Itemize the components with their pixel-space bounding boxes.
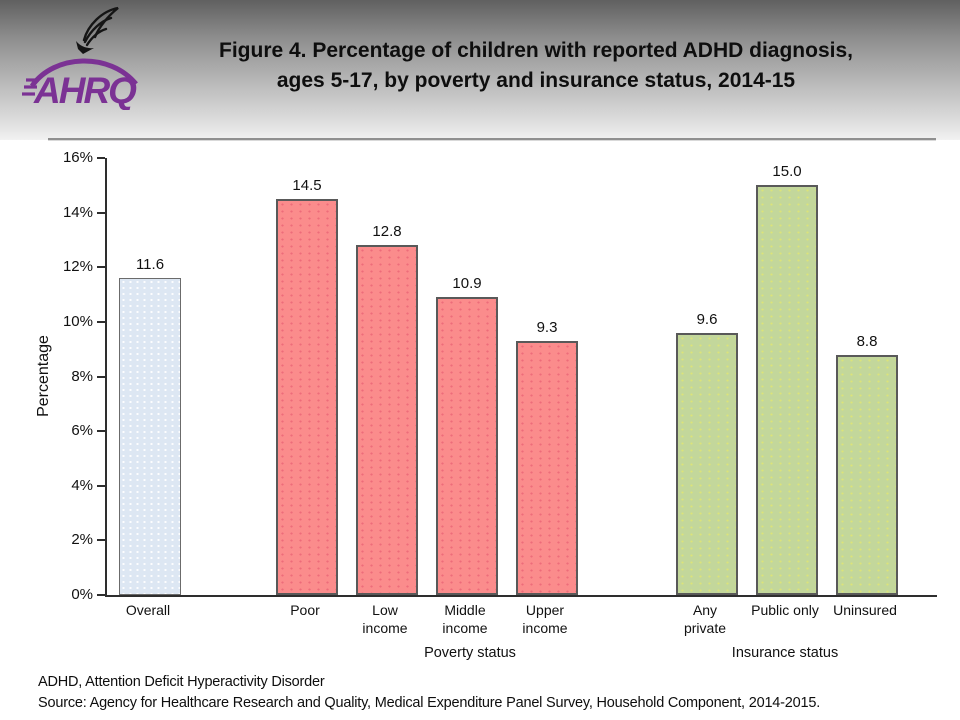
bar-overall (119, 278, 181, 595)
x-label-middle-income: Middle income (442, 602, 488, 636)
plot-area: 0% 2% 4% 6% 8% 10% 12% 14% 16% 11.6 14.5 12.8 10.9 9.… (63, 150, 937, 603)
logo-text: AHRQ (33, 70, 137, 110)
y-tick-label-16-: 16% (62, 149, 93, 166)
logo-arc (29, 58, 138, 88)
bar-value-low-income: 12.8 (372, 223, 402, 240)
x-label-overall: Overall (125, 602, 171, 618)
header-divider (48, 138, 936, 140)
bar-value-overall: 11.6 (135, 256, 165, 273)
y-tick-label-6-: 6% (71, 422, 93, 440)
footer-abbreviation: ADHD, Attention Deficit Hyperactivity Di… (38, 674, 325, 690)
group-label-poverty-status: Poverty status (424, 645, 516, 661)
y-tick-10- (97, 320, 105, 323)
bar-value-upper-income: 9.3 (536, 319, 558, 336)
y-tick-label-14-: 14% (62, 203, 93, 221)
bar-public-only (756, 185, 818, 595)
y-tick-4- (97, 484, 105, 487)
x-label-low-income: Low income (362, 602, 408, 636)
bar-low-income (356, 245, 418, 595)
y-tick-8- (97, 375, 105, 378)
x-label-public-only: Public only (751, 602, 819, 618)
bar-value-middle-income: 10.9 (452, 275, 482, 292)
hhs-eagle-icon (82, 6, 119, 47)
footer-source: Source: Agency for Healthcare Research a… (38, 694, 821, 711)
bar-value-poor: 14.5 (292, 177, 322, 194)
group-label-insurance-status: Insurance status (731, 645, 839, 661)
bar-value-uninsured: 8.8 (856, 333, 878, 350)
bar-poor (276, 199, 338, 595)
x-label-poor: Poor (290, 602, 320, 618)
y-tick-16- (97, 157, 105, 159)
ahrq-logo: AHRQ (22, 4, 144, 111)
y-tick-14- (97, 211, 105, 214)
y-tick-0- (97, 594, 105, 596)
bar-upper-income (516, 341, 578, 595)
figure-title: Figure 4. Percentage of children with re… (162, 36, 910, 96)
y-tick-label-10-: 10% (62, 312, 93, 330)
y-tick-6- (97, 430, 105, 433)
y-tick-label-12-: 12% (62, 258, 93, 276)
bar-any-private (676, 333, 738, 595)
x-label-any-private: Any private (683, 602, 727, 636)
bar-value-any-private: 9.6 (696, 311, 718, 328)
y-tick-label-4-: 4% (71, 476, 93, 494)
x-label-uninsured: Uninsured (833, 602, 897, 618)
x-label-upper-income: Upper income (522, 602, 568, 636)
y-tick-label-2-: 2% (71, 531, 93, 549)
footer-notes: ADHD, Attention Deficit Hyperactivity Di… (38, 672, 820, 713)
bar-uninsured (836, 355, 898, 595)
hhs-eagle-head (76, 41, 94, 54)
header-banner (0, 0, 960, 140)
figure-title-line2: ages 5-17, by poverty and insurance stat… (276, 69, 796, 92)
y-tick-2- (97, 539, 105, 542)
y-tick-label-8-: 8% (71, 367, 93, 385)
bar-middle-income (436, 297, 498, 595)
ahrq-logo-svg: AHRQ (22, 6, 139, 111)
figure-title-line1: Figure 4. Percentage of children with re… (219, 39, 853, 62)
logo-speed-lines (22, 78, 39, 96)
bar-value-public-only: 15.0 (772, 163, 802, 180)
y-tick-label-0-: 0% (71, 586, 93, 603)
y-tick-12- (97, 266, 105, 269)
